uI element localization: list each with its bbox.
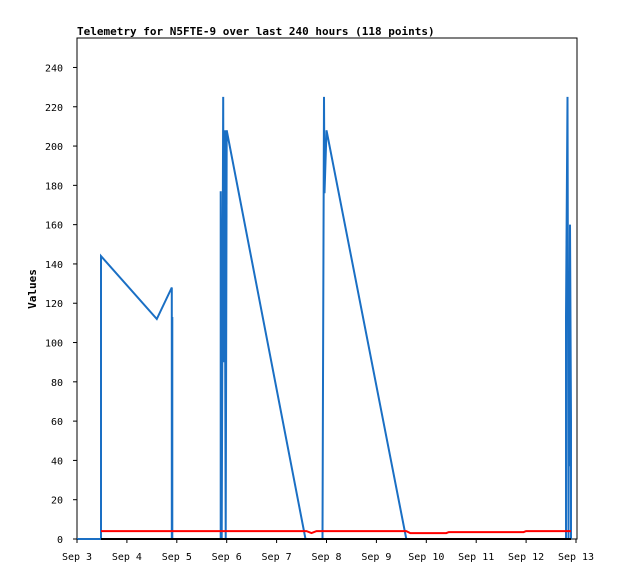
x-tick-label: Sep 3 [62,552,92,563]
y-tick-label: 140 [45,260,63,271]
x-tick-label: Sep 6 [212,552,242,563]
y-tick-label: 60 [51,417,63,428]
y-tick-label: 160 [45,221,63,232]
x-tick-label: Sep 10 [408,552,444,563]
y-axis-label: Values [26,269,39,309]
series-layer [77,96,572,540]
series-line-0 [77,96,572,540]
x-tick-label: Sep 7 [262,552,292,563]
y-tick-label: 20 [51,496,63,507]
x-tick-label: Sep 9 [361,552,391,563]
x-tick-label: Sep 4 [112,552,142,563]
series-line-1 [101,530,571,535]
x-tick-label: Sep 12 [508,552,544,563]
y-axis: 0 20 40 60 80 100 120 140 160 180 200 220 240 [45,63,77,546]
chart-title: Telemetry for N5FTE-9 over last 240 hour… [77,25,435,38]
y-tick-label: 200 [45,142,63,153]
plot-frame [76,37,578,540]
x-axis: Sep 3 Sep 4 Sep 5 Sep 6 Sep 7 Sep 8 Sep 9 Sep 1… [62,539,594,563]
y-tick-label: 180 [45,181,63,192]
x-tick-label: Sep 13 [558,552,594,563]
y-tick-label: 100 [45,339,63,350]
x-tick-label: Sep 11 [458,552,494,563]
y-tick-label: 40 [51,456,63,467]
y-tick-label: 80 [51,378,63,389]
x-tick-label: Sep 8 [311,552,341,563]
y-tick-label: 0 [57,535,63,546]
x-tick-label: Sep 5 [162,552,192,563]
y-tick-label: 240 [45,63,63,74]
y-tick-label: 220 [45,103,63,114]
y-tick-label: 120 [45,299,63,310]
